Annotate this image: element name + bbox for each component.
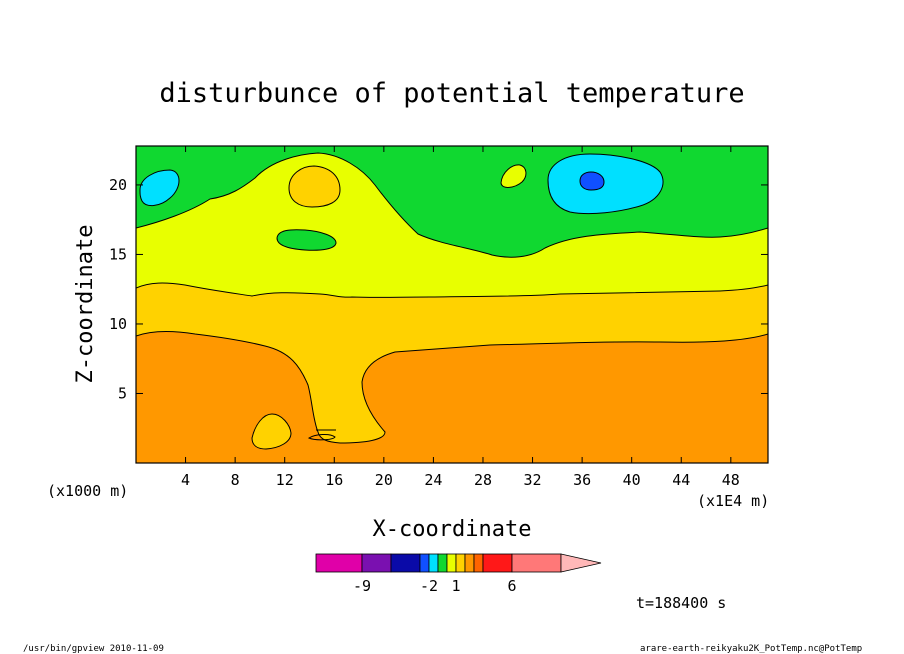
colorbar: -9 -2 1 6 <box>315 553 602 595</box>
y-tick-label: 20 <box>109 176 127 194</box>
colorbar-tick-label: -2 <box>420 577 438 595</box>
x-tick-label: 28 <box>474 471 492 489</box>
patch-green-inner <box>276 229 337 251</box>
x-unit-note: (x1000 m) <box>47 482 128 500</box>
x-tick-label: 20 <box>375 471 393 489</box>
y-tick-label: 10 <box>109 315 127 333</box>
x-axis-label: X-coordinate <box>373 517 532 542</box>
colorbar-segment <box>511 553 562 573</box>
patch-yellow-right <box>500 164 527 188</box>
colorbar-segment <box>361 553 392 573</box>
x-tick-label: 32 <box>524 471 542 489</box>
x-tick-label: 24 <box>424 471 442 489</box>
colorbar-segment <box>446 553 457 573</box>
band-orange <box>136 331 768 463</box>
colorbar-segment <box>428 553 439 573</box>
footer-left: /usr/bin/gpview 2010-11-09 <box>23 644 164 654</box>
plot-frame <box>135 145 769 464</box>
colorbar-segment <box>473 553 484 573</box>
y-axis: 5 10 15 20 <box>109 176 768 402</box>
contour-tick-left <box>307 434 336 441</box>
y-tick-label: 5 <box>118 384 127 402</box>
colorbar-segment <box>437 553 448 573</box>
y-axis-label: Z-coordinate <box>73 225 98 384</box>
y-tick-label: 15 <box>109 245 127 263</box>
colorbar-tick-label: 6 <box>507 577 516 595</box>
x-tick-label: 48 <box>722 471 740 489</box>
footer-right: arare-earth-reikyaku2K_PotTemp.nc@PotTem… <box>640 644 862 654</box>
colorbar-arrow <box>560 553 602 573</box>
patch-gold-upper <box>288 165 341 208</box>
patch-gold-lower <box>251 413 292 450</box>
colorbar-tick-label: 1 <box>451 577 460 595</box>
x-tick-label: 36 <box>573 471 591 489</box>
time-label: t=188400 s <box>636 594 726 612</box>
x-axis: 4 8 12 16 20 24 28 32 36 40 44 48 <box>181 146 740 489</box>
chart-title: disturbunce of potential temperature <box>159 78 744 109</box>
patch-cyan-left <box>139 169 180 206</box>
colorbar-segment <box>455 553 466 573</box>
patch-blue <box>579 171 605 191</box>
x-tick-label: 40 <box>623 471 641 489</box>
x-tick-label: 44 <box>672 471 690 489</box>
x-tick-label: 16 <box>325 471 343 489</box>
x-tick-label: 12 <box>276 471 294 489</box>
colorbar-segment <box>419 553 430 573</box>
colorbar-segment <box>390 553 421 573</box>
x-scale-note: (x1E4 m) <box>697 492 769 510</box>
colorbar-tick-label: -9 <box>353 577 371 595</box>
colorbar-segment <box>482 553 513 573</box>
colorbar-segment <box>464 553 475 573</box>
contour-fill-group <box>136 146 768 463</box>
patch-cyan-right <box>547 153 664 215</box>
x-tick-label: 8 <box>231 471 240 489</box>
colorbar-segment <box>315 553 363 573</box>
x-tick-label: 4 <box>181 471 190 489</box>
